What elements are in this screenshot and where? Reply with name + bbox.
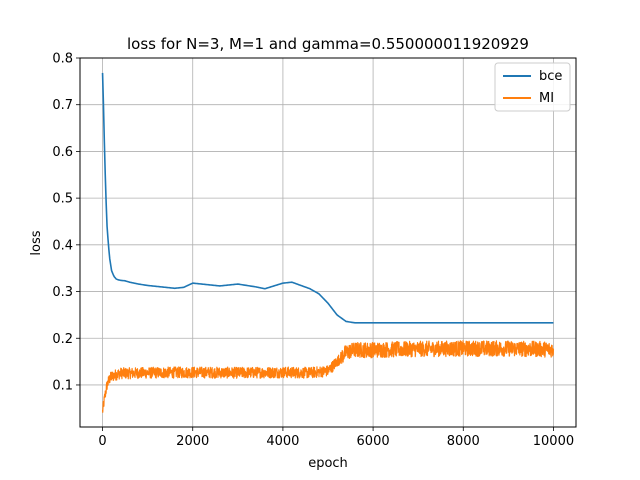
- y-tick-label: 0.7: [52, 98, 73, 113]
- x-tick-label: 10000: [533, 434, 574, 449]
- y-tick-label: 0.8: [52, 52, 73, 67]
- x-tick-label: 2000: [176, 434, 209, 449]
- x-tick-label: 4000: [266, 434, 299, 449]
- legend: bce MI: [494, 62, 571, 112]
- axes-frame: [79, 57, 577, 428]
- y-axis-label: loss: [29, 230, 44, 255]
- y-tick-label: 0.2: [52, 332, 73, 347]
- series-line-bce: [101, 72, 554, 324]
- y-tick-label: 0.3: [52, 285, 73, 300]
- x-tick-label: 0: [98, 434, 106, 449]
- y-tick-label: 0.5: [52, 192, 73, 207]
- chart-title: loss for N=3, M=1 and gamma=0.5500000119…: [127, 35, 529, 53]
- y-tick-label: 0.6: [52, 145, 73, 160]
- y-tick-label: 0.1: [52, 378, 73, 393]
- plot-area: [101, 72, 555, 413]
- y-tick-label: 0.4: [52, 238, 73, 253]
- x-tick-label: 8000: [447, 434, 480, 449]
- series-line-mi: [101, 340, 555, 413]
- axis-ticks: 0 2000 4000 6000 8000 10000 0.1 0.2 0.3 0.4 0.5 0.6…: [52, 52, 574, 450]
- x-axis-label: epoch: [308, 456, 348, 471]
- legend-label-bce: bce: [539, 69, 562, 84]
- x-tick-label: 6000: [357, 434, 390, 449]
- legend-label-mi: MI: [539, 91, 554, 106]
